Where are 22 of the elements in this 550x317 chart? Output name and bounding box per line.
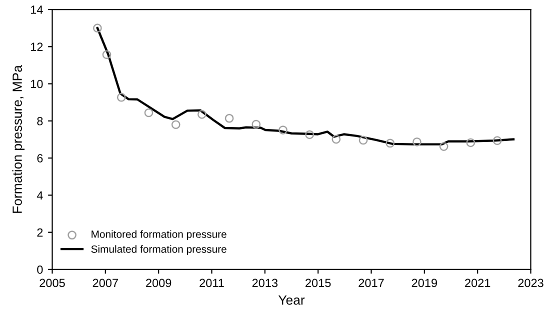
legend-label: Monitored formation pressure bbox=[92, 230, 226, 240]
y-tick-label: 2 bbox=[37, 228, 43, 237]
y-axis-title: Formation pressure, MPa bbox=[12, 65, 25, 213]
x-tick-label: 2023 bbox=[518, 278, 544, 288]
x-tick-label: 2015 bbox=[306, 278, 331, 288]
y-tick-label: 14 bbox=[30, 6, 43, 14]
x-tick-label: 2009 bbox=[146, 278, 172, 288]
y-tick-label: 0 bbox=[37, 265, 43, 274]
x-axis-title: Year bbox=[278, 296, 305, 305]
y-tick-label: 10 bbox=[30, 80, 43, 88]
x-tick-label: 2011 bbox=[200, 278, 224, 288]
legend-label: Simulated formation pressure bbox=[91, 245, 226, 255]
y-tick-label: 4 bbox=[36, 191, 43, 200]
y-tick-label: 12 bbox=[30, 42, 43, 51]
x-tick-label: 2017 bbox=[358, 278, 384, 288]
x-tick-label: 2021 bbox=[465, 278, 490, 288]
x-tick-label: 2005 bbox=[40, 278, 65, 288]
y-tick-label: 8 bbox=[37, 116, 43, 126]
x-tick-label: 2007 bbox=[92, 278, 118, 288]
y-tick-label: 6 bbox=[37, 154, 43, 162]
x-tick-label: 2019 bbox=[412, 278, 437, 288]
x-tick-label: 2013 bbox=[252, 278, 278, 288]
